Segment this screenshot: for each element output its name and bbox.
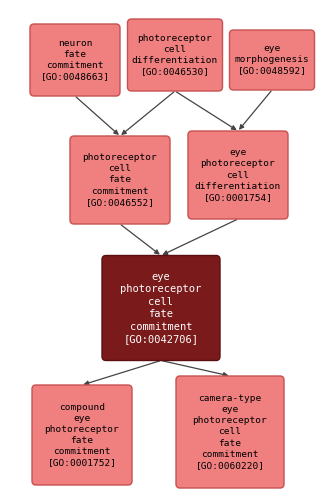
Text: photoreceptor
cell
fate
commitment
[GO:0046552]: photoreceptor cell fate commitment [GO:0… bbox=[83, 153, 157, 207]
Text: photoreceptor
cell
differentiation
[GO:0046530]: photoreceptor cell differentiation [GO:0… bbox=[132, 34, 218, 76]
FancyBboxPatch shape bbox=[176, 376, 284, 488]
Text: eye
photoreceptor
cell
differentiation
[GO:0001754]: eye photoreceptor cell differentiation [… bbox=[195, 148, 281, 201]
Text: eye
photoreceptor
cell
fate
commitment
[GO:0042706]: eye photoreceptor cell fate commitment [… bbox=[120, 272, 202, 344]
FancyBboxPatch shape bbox=[128, 19, 223, 91]
FancyBboxPatch shape bbox=[188, 131, 288, 219]
FancyBboxPatch shape bbox=[30, 24, 120, 96]
Text: compound
eye
photoreceptor
fate
commitment
[GO:0001752]: compound eye photoreceptor fate commitme… bbox=[45, 403, 119, 467]
FancyBboxPatch shape bbox=[102, 255, 220, 360]
FancyBboxPatch shape bbox=[230, 30, 315, 90]
Text: camera-type
eye
photoreceptor
cell
fate
commitment
[GO:0060220]: camera-type eye photoreceptor cell fate … bbox=[193, 394, 267, 470]
Text: eye
morphogenesis
[GO:0048592]: eye morphogenesis [GO:0048592] bbox=[235, 45, 309, 76]
FancyBboxPatch shape bbox=[70, 136, 170, 224]
FancyBboxPatch shape bbox=[32, 385, 132, 485]
Text: neuron
fate
commitment
[GO:0048663]: neuron fate commitment [GO:0048663] bbox=[41, 39, 109, 81]
